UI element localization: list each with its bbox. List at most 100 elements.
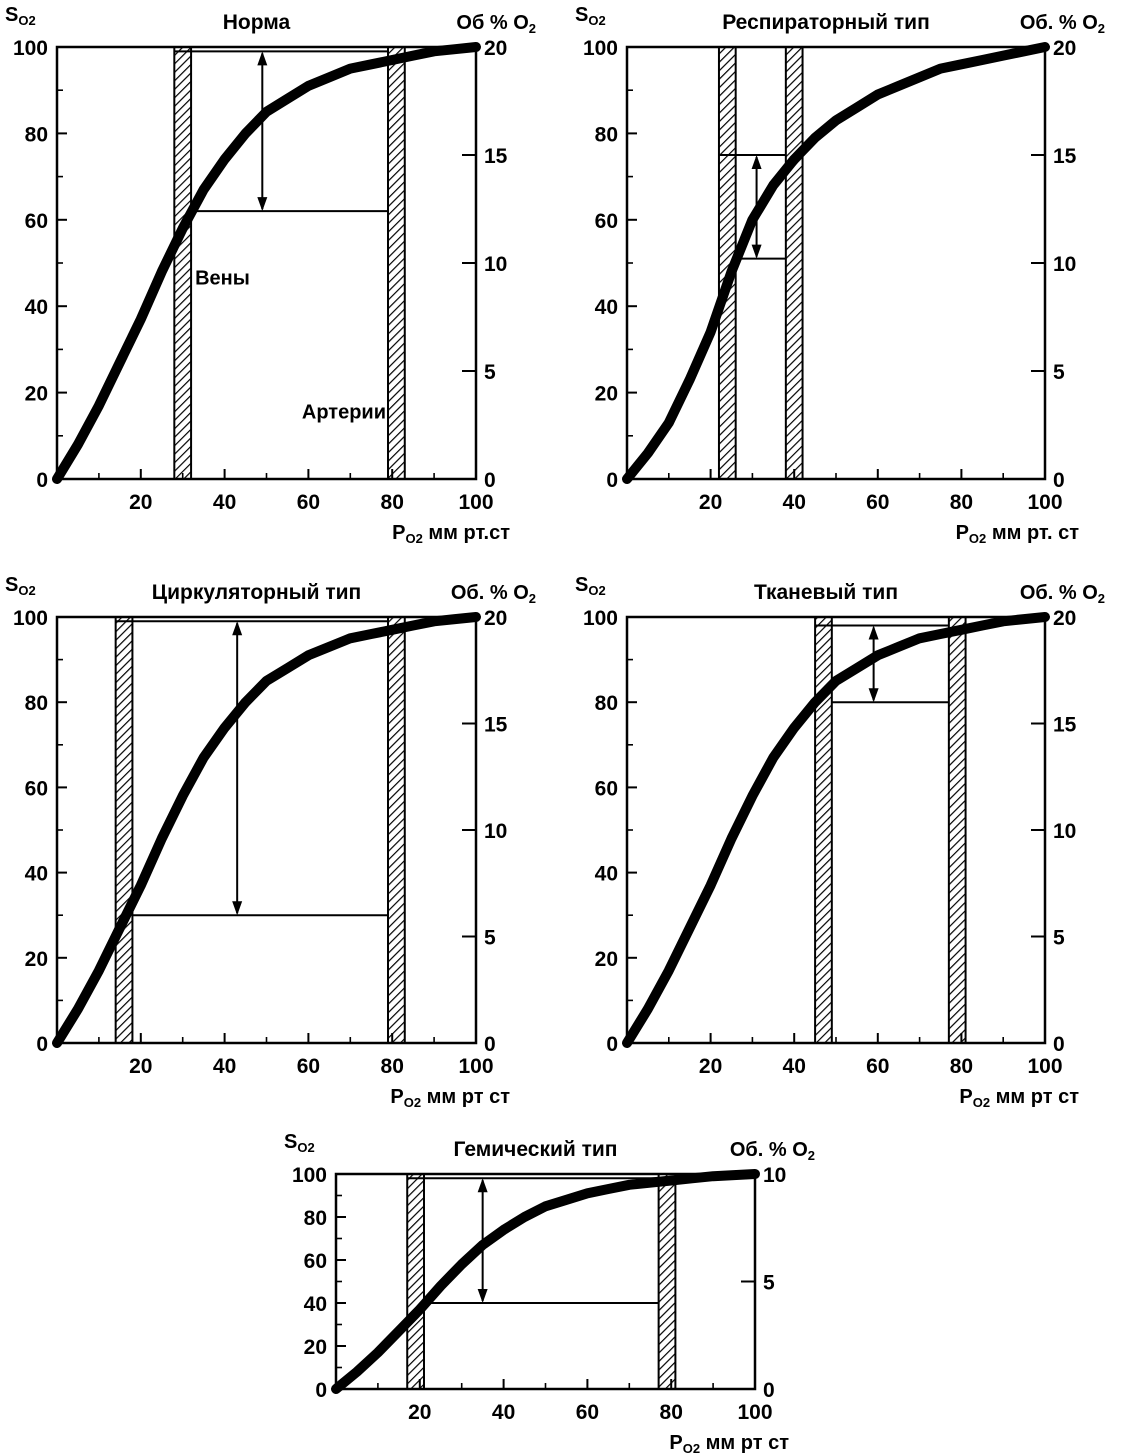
dissociation-curve [52,42,481,484]
x-tick-label: 80 [950,491,973,514]
y-tick-label: 80 [595,123,618,146]
x-tick-label: 40 [492,1401,515,1424]
x-tick-label: 40 [783,491,806,514]
y2-tick-label: 0 [763,1379,775,1402]
band-label-vein: Вены [195,268,250,290]
x-tick-label: 60 [866,491,889,514]
y-tick-label: 80 [25,123,48,146]
x-tick-label: 20 [129,491,152,514]
y-axis-label-right: Об. % O2 [451,582,536,606]
x-tick-label: 80 [381,491,404,514]
y-tick-label: 80 [304,1207,327,1230]
x-tick-label: 60 [297,491,320,514]
y-tick-label: 20 [595,948,618,971]
y2-tick-label: 0 [484,1033,496,1056]
x-tick-label: 100 [1027,1055,1062,1078]
dissociation-curve [622,612,1050,1048]
y-axis-label-right: Об. % O2 [730,1139,815,1163]
y2-tick-label: 5 [484,927,496,950]
y-tick-label: 40 [304,1293,327,1316]
x-axis-label: PO2 мм рт ст [669,1432,789,1454]
band-vein [173,46,193,480]
y-tick-label: 60 [25,777,48,800]
y-tick-label: 100 [583,607,618,630]
x-axis-label: PO2 мм рт. ст [956,522,1080,546]
arrow-head-down [477,1289,488,1303]
y-tick-label: 100 [583,37,618,60]
y2-tick-label: 20 [484,607,507,630]
plot-frame [625,45,1047,481]
y2-tick-label: 0 [484,469,496,492]
chart-title: Гемический тип [453,1138,617,1161]
chart-title: Циркуляторный тип [152,581,362,604]
y2-tick-label: 15 [1053,714,1077,737]
y2-tick-label: 20 [484,37,507,60]
x-tick-label: 20 [129,1055,152,1078]
dissociation-curve [622,42,1050,484]
arrow-head-up [232,621,243,636]
band-vein [114,616,134,1044]
arrow-head-up [257,51,268,66]
x-tick-label: 100 [1027,491,1062,514]
x-tick-label: 80 [381,1055,404,1078]
band-artery [387,616,406,1044]
y2-tick-label: 10 [1053,820,1076,843]
y2-tick-label: 10 [763,1164,786,1187]
chart-title: Респираторный тип [722,11,930,34]
y-axis-label-left: SO2 [5,574,36,598]
y-tick-label: 0 [606,1033,618,1056]
y-tick-label: 100 [13,37,48,60]
y-tick-label: 40 [595,296,618,319]
y-tick-label: 40 [595,863,618,886]
y-tick-label: 0 [606,469,618,492]
y-tick-label: 80 [595,692,618,715]
x-tick-label: 60 [576,1401,599,1424]
y2-tick-label: 10 [484,253,507,276]
x-tick-label: 20 [699,491,722,514]
x-tick-label: 100 [737,1401,772,1424]
y2-tick-label: 20 [1053,607,1076,630]
y2-tick-label: 5 [484,361,496,384]
y-tick-label: 100 [13,607,48,630]
x-tick-label: 80 [950,1055,973,1078]
y-axis-label-left: SO2 [575,4,606,28]
y2-tick-label: 20 [1053,37,1076,60]
x-tick-label: 40 [213,491,236,514]
dissociation-curve [52,612,481,1048]
x-axis-label: PO2 мм рт.ст [392,522,510,546]
y-tick-label: 20 [25,948,48,971]
band-artery [947,616,967,1044]
chart-title: Тканевый тип [754,581,898,604]
y-tick-label: 20 [595,383,618,406]
y-axis-label-right: Об. % O2 [1020,12,1105,36]
y2-tick-label: 5 [1053,361,1065,384]
arrow-head-down [868,688,879,703]
x-tick-label: 20 [408,1401,431,1424]
y-tick-label: 100 [292,1164,327,1187]
y2-tick-label: 15 [484,714,508,737]
x-tick-label: 100 [458,491,493,514]
y2-tick-label: 5 [1053,927,1065,950]
y-tick-label: 40 [25,296,48,319]
y-tick-label: 20 [304,1336,327,1359]
y-axis-label-left: SO2 [284,1131,315,1155]
arrow-head-up [868,625,879,640]
y2-tick-label: 15 [484,145,508,168]
chart-title: Норма [223,11,291,34]
y-axis-label-right: Об % O2 [456,12,536,36]
x-tick-label: 80 [660,1401,683,1424]
band-artery [784,46,804,480]
y2-tick-label: 15 [1053,145,1077,168]
y-tick-label: 60 [595,210,618,233]
x-tick-label: 40 [783,1055,806,1078]
arrow-head-down [257,197,268,212]
y-tick-label: 40 [25,863,48,886]
band-label-artery: Артерии [302,402,386,424]
y-tick-label: 60 [304,1250,327,1273]
band-vein [406,1173,425,1390]
